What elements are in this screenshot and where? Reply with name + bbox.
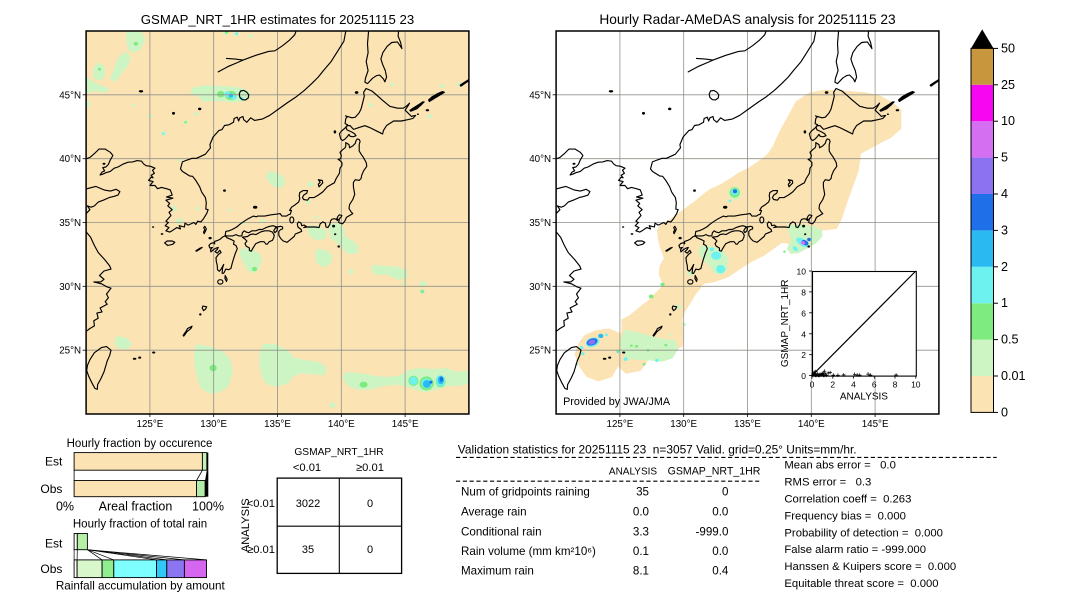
svg-text:RMS error = 0.3: RMS error = 0.3 — [784, 477, 871, 489]
svg-text:35°N: 35°N — [59, 218, 81, 229]
svg-text:GSMAP_NRT_1HR: GSMAP_NRT_1HR — [294, 447, 383, 458]
svg-text:35: 35 — [636, 486, 649, 499]
svg-text:40°N: 40°N — [529, 155, 551, 166]
svg-text:25°N: 25°N — [59, 346, 81, 357]
svg-text:10: 10 — [1001, 114, 1015, 128]
svg-text:0.0: 0.0 — [712, 506, 728, 519]
svg-text:100%: 100% — [192, 500, 224, 514]
svg-text:45°N: 45°N — [529, 91, 551, 102]
svg-text:50: 50 — [1001, 41, 1015, 55]
svg-text:Validation statistics for 2025: Validation statistics for 20251115 23 n=… — [458, 443, 857, 457]
svg-text:Hourly Radar-AMeDAS analysis f: Hourly Radar-AMeDAS analysis for 2025111… — [599, 12, 896, 27]
svg-text:Conditional rain: Conditional rain — [461, 526, 542, 539]
svg-text:GSMAP_NRT_1HR estimates for 20: GSMAP_NRT_1HR estimates for 20251115 23 — [140, 12, 413, 27]
svg-text:ANALYSIS: ANALYSIS — [240, 498, 252, 552]
svg-text:Hanssen & Kuipers score = 0.0: Hanssen & Kuipers score = 0.000 — [784, 561, 956, 573]
svg-text:0.0: 0.0 — [633, 506, 649, 519]
svg-text:ANALYSIS: ANALYSIS — [609, 467, 657, 478]
svg-text:<0.01: <0.01 — [293, 462, 321, 474]
svg-text:Hourly fraction by occurence: Hourly fraction by occurence — [67, 438, 213, 450]
svg-text:25: 25 — [1001, 78, 1015, 92]
svg-text:≥0.01: ≥0.01 — [356, 462, 384, 474]
svg-text:Frequency bias = 0.000: Frequency bias = 0.000 — [784, 510, 906, 522]
svg-text:Obs: Obs — [40, 482, 62, 496]
svg-text:35: 35 — [302, 544, 314, 556]
svg-text:30°N: 30°N — [529, 282, 551, 293]
svg-text:135°E: 135°E — [734, 419, 761, 430]
svg-text:Est: Est — [45, 454, 63, 468]
svg-text:8: 8 — [801, 287, 806, 297]
svg-text:5: 5 — [1001, 151, 1008, 165]
svg-text:4: 4 — [851, 379, 856, 389]
svg-text:0.4: 0.4 — [712, 565, 729, 578]
svg-text:≥0.01: ≥0.01 — [247, 544, 275, 556]
svg-text:Rain volume (mm km²10⁶): Rain volume (mm km²10⁶) — [461, 545, 596, 558]
svg-text:0: 0 — [809, 379, 814, 389]
svg-text:130°E: 130°E — [670, 419, 697, 430]
svg-text:30°N: 30°N — [59, 282, 81, 293]
svg-text:Provided by JWA/JMA: Provided by JWA/JMA — [563, 396, 671, 408]
svg-text:35°N: 35°N — [529, 218, 551, 229]
svg-text:<0.01: <0.01 — [247, 498, 275, 510]
svg-text:Maximum rain: Maximum rain — [461, 565, 534, 578]
svg-text:Num of gridpoints raining: Num of gridpoints raining — [461, 486, 590, 499]
svg-text:145°E: 145°E — [861, 419, 888, 430]
svg-text:-999.0: -999.0 — [696, 526, 729, 539]
svg-text:GSMAP_NRT_1HR: GSMAP_NRT_1HR — [668, 466, 761, 478]
svg-text:0: 0 — [367, 544, 373, 556]
svg-text:0.0: 0.0 — [712, 545, 728, 558]
svg-text:25°N: 25°N — [529, 346, 551, 357]
svg-text:6: 6 — [872, 379, 877, 389]
svg-text:45°N: 45°N — [59, 90, 81, 101]
svg-text:3: 3 — [1001, 223, 1008, 237]
svg-text:8.1: 8.1 — [633, 565, 649, 578]
svg-text:3.3: 3.3 — [633, 526, 649, 539]
svg-text:Mean abs error = 0.0: Mean abs error = 0.0 — [784, 460, 895, 472]
svg-text:0.1: 0.1 — [633, 545, 649, 558]
svg-text:GSMAP_NRT_1HR: GSMAP_NRT_1HR — [780, 279, 791, 367]
svg-text:Equitable threat score = 0.00: Equitable threat score = 0.000 — [784, 578, 938, 590]
svg-text:2: 2 — [1001, 260, 1008, 274]
svg-text:Areal fraction: Areal fraction — [99, 500, 173, 514]
svg-text:1: 1 — [1001, 296, 1008, 310]
svg-text:2: 2 — [830, 379, 835, 389]
svg-text:3022: 3022 — [296, 498, 320, 510]
svg-text:0: 0 — [801, 371, 806, 381]
svg-text:2: 2 — [801, 350, 806, 360]
svg-text:140°E: 140°E — [797, 419, 824, 430]
svg-text:0: 0 — [722, 486, 728, 499]
svg-text:140°E: 140°E — [327, 419, 354, 430]
svg-text:Average rain: Average rain — [461, 506, 527, 519]
svg-text:40°N: 40°N — [59, 154, 81, 165]
svg-text:0.5: 0.5 — [1001, 333, 1019, 347]
svg-text:ANALYSIS: ANALYSIS — [839, 391, 887, 402]
svg-text:10: 10 — [796, 266, 806, 276]
svg-text:10: 10 — [911, 379, 921, 389]
svg-text:Est: Est — [45, 537, 63, 551]
svg-text:Hourly fraction of total rain: Hourly fraction of total rain — [73, 519, 207, 531]
svg-text:0: 0 — [367, 498, 373, 510]
svg-text:125°E: 125°E — [606, 419, 633, 430]
svg-text:130°E: 130°E — [200, 419, 227, 430]
svg-text:145°E: 145°E — [391, 419, 418, 430]
svg-text:135°E: 135°E — [264, 419, 291, 430]
svg-text:0: 0 — [1001, 405, 1008, 419]
svg-text:125°E: 125°E — [136, 419, 163, 430]
svg-text:0%: 0% — [56, 500, 74, 514]
svg-text:False alarm ratio = -999.000: False alarm ratio = -999.000 — [784, 544, 926, 556]
svg-text:Rainfall accumulation by amoun: Rainfall accumulation by amount — [56, 579, 226, 592]
svg-text:0.01: 0.01 — [1001, 369, 1026, 383]
svg-text:4: 4 — [1001, 187, 1008, 201]
svg-text:Obs: Obs — [40, 562, 62, 576]
svg-text:Probability of detection = 0.: Probability of detection = 0.000 — [784, 527, 943, 539]
svg-text:4: 4 — [801, 329, 806, 339]
svg-text:8: 8 — [892, 379, 897, 389]
svg-text:Correlation coeff = 0.263: Correlation coeff = 0.263 — [784, 494, 911, 506]
svg-text:6: 6 — [801, 308, 806, 318]
